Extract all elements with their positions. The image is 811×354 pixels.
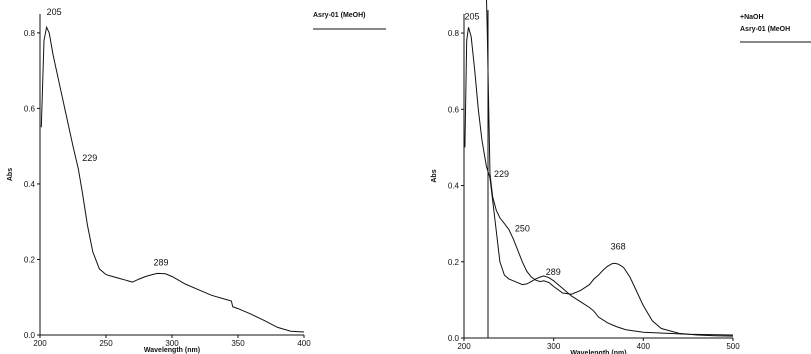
x-tick-label: 200	[457, 342, 471, 351]
y-tick-label: 0.2	[448, 258, 460, 267]
peak-label: 289	[546, 267, 561, 277]
peak-label: 368	[611, 241, 626, 251]
series-line	[40, 25, 305, 333]
x-tick-label: 250	[99, 339, 113, 348]
y-tick-label: 0.6	[448, 105, 460, 114]
x-tick-label: 300	[165, 339, 179, 348]
x-tick-label: 400	[637, 342, 651, 351]
series-line	[486, 0, 734, 337]
series-line	[464, 27, 734, 336]
y-tick-label: 0.2	[24, 255, 36, 264]
y-tick-label: 0.4	[24, 180, 36, 189]
x-tick-label: 400	[297, 339, 311, 348]
peak-label: 205	[464, 11, 479, 21]
peak-label: 229	[494, 169, 509, 179]
y-axis-label: Abs	[7, 168, 14, 181]
peak-label: 205	[47, 7, 62, 17]
peak-label: 289	[153, 257, 168, 267]
x-tick-label: 350	[231, 339, 245, 348]
peak-label: 250	[515, 223, 530, 233]
x-tick-label: 200	[33, 339, 47, 348]
peak-label: 229	[82, 153, 97, 163]
y-tick-label: 0.6	[24, 104, 36, 113]
legend-entry: +NaOH	[740, 14, 764, 21]
x-axis-label: Wavelength (nm)	[570, 350, 626, 354]
y-tick-label: 0.4	[448, 182, 460, 191]
legend-entry: Asry-01 (MeOH)	[313, 12, 366, 19]
legend-entry: Asry-01 (MeOH	[740, 26, 790, 33]
x-tick-label: 300	[547, 342, 561, 351]
y-tick-label: 0.0	[24, 331, 36, 340]
y-tick-label: 0.8	[448, 29, 460, 38]
y-tick-label: 0.8	[24, 29, 36, 38]
y-tick-label: 0.0	[448, 334, 460, 343]
x-axis-label: Wavelength (nm)	[144, 347, 200, 354]
x-tick-label: 500	[726, 342, 740, 351]
y-axis-label: Abs	[431, 169, 438, 182]
